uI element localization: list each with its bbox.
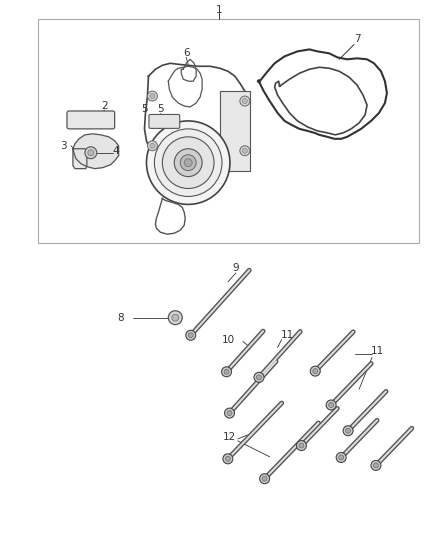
Circle shape — [184, 159, 192, 167]
Text: 11: 11 — [371, 346, 384, 357]
Circle shape — [310, 366, 320, 376]
Circle shape — [150, 94, 155, 99]
Circle shape — [186, 330, 196, 340]
Circle shape — [188, 333, 193, 338]
Circle shape — [162, 137, 214, 189]
Circle shape — [174, 149, 202, 176]
Circle shape — [150, 143, 155, 148]
Text: 6: 6 — [183, 49, 190, 58]
Text: 5: 5 — [141, 104, 148, 114]
Polygon shape — [73, 134, 119, 168]
Circle shape — [374, 463, 378, 468]
FancyBboxPatch shape — [149, 115, 180, 128]
Circle shape — [260, 474, 269, 483]
Circle shape — [297, 441, 307, 450]
Circle shape — [148, 91, 157, 101]
Circle shape — [257, 375, 261, 380]
Circle shape — [226, 456, 230, 461]
Bar — [38, 19, 419, 243]
Circle shape — [180, 155, 196, 171]
Circle shape — [242, 99, 247, 103]
Text: 1: 1 — [215, 5, 223, 14]
Circle shape — [85, 147, 97, 159]
Circle shape — [336, 453, 346, 463]
Circle shape — [240, 146, 250, 156]
Circle shape — [223, 454, 233, 464]
Circle shape — [254, 373, 264, 382]
Circle shape — [326, 400, 336, 410]
Text: 8: 8 — [117, 313, 124, 322]
FancyBboxPatch shape — [67, 111, 115, 129]
Circle shape — [313, 369, 318, 374]
Text: 9: 9 — [233, 263, 239, 273]
Circle shape — [343, 426, 353, 435]
Circle shape — [225, 408, 234, 418]
Circle shape — [155, 129, 222, 197]
Text: 12: 12 — [223, 432, 237, 442]
Circle shape — [371, 461, 381, 471]
Bar — [220, 91, 250, 171]
Circle shape — [224, 369, 229, 374]
Circle shape — [172, 314, 179, 321]
Circle shape — [339, 455, 344, 460]
Polygon shape — [73, 149, 87, 168]
Text: 7: 7 — [354, 35, 360, 44]
Circle shape — [299, 443, 304, 448]
Circle shape — [328, 402, 334, 407]
Circle shape — [240, 96, 250, 106]
Circle shape — [88, 150, 94, 156]
Text: 5: 5 — [157, 104, 164, 114]
Circle shape — [227, 410, 232, 416]
Text: 10: 10 — [221, 335, 234, 344]
Circle shape — [168, 311, 182, 325]
Circle shape — [346, 428, 350, 433]
Circle shape — [146, 121, 230, 204]
Text: 11: 11 — [281, 329, 294, 340]
Text: 3: 3 — [60, 141, 66, 151]
Circle shape — [242, 148, 247, 153]
Circle shape — [262, 476, 267, 481]
Circle shape — [148, 141, 157, 151]
Circle shape — [222, 367, 232, 377]
Text: 2: 2 — [102, 101, 108, 111]
Text: 4: 4 — [113, 146, 119, 156]
